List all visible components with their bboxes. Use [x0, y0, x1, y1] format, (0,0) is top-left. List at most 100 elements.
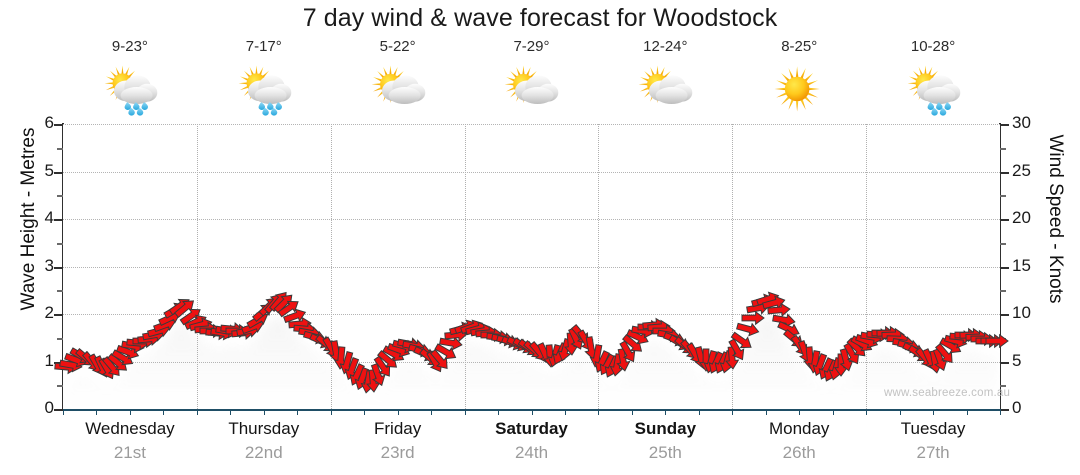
baseline-tick: [129, 409, 131, 415]
day-date: 21st: [113, 443, 146, 462]
day-date: 25th: [648, 443, 682, 462]
axis-minor-tick: [1000, 147, 1006, 150]
baseline-tick: [163, 409, 165, 415]
axis-tick: [1000, 124, 1009, 126]
right-axis-tick-label: 10: [1012, 303, 1031, 322]
right-axis-tick-label: 0: [1012, 398, 1022, 417]
axis-tick: [54, 266, 63, 269]
day-name: Saturday: [495, 419, 568, 438]
plot-area: [53, 124, 1010, 409]
axis-tick: [1000, 266, 1009, 269]
axis-tick: [1000, 409, 1009, 411]
day-name: Friday: [374, 419, 422, 438]
axis-minor-tick: [1000, 242, 1006, 245]
baseline-tick: [966, 409, 968, 415]
sun-icon: [767, 58, 831, 118]
axis-tick: [54, 219, 63, 221]
baseline-tick: [598, 409, 600, 415]
baseline-tick: [698, 409, 700, 415]
day-footer-tuesday: Tuesday 27th: [866, 419, 1000, 469]
day-footer-monday: Monday 26th: [732, 419, 866, 469]
baseline-tick: [564, 409, 566, 415]
sun-cloud-icon: [499, 58, 563, 118]
watermark: www.seabreeze.com.au: [884, 387, 1011, 399]
axis-minor-tick: [57, 242, 63, 245]
axis-tick: [54, 124, 63, 126]
axis-minor-tick: [57, 195, 63, 198]
left-axis-tick-label: 2: [44, 303, 54, 322]
temperature-range: 12-24°: [643, 38, 688, 55]
day-date: 27th: [916, 443, 950, 462]
baseline-tick: [866, 409, 868, 415]
day-name: Tuesday: [900, 419, 966, 438]
day-date: 22nd: [244, 443, 283, 462]
axis-tick: [54, 361, 63, 364]
left-axis-tick-label: 1: [44, 350, 54, 370]
baseline-tick: [765, 409, 767, 415]
day-date: 24th: [514, 443, 549, 462]
axis-tick: [54, 171, 63, 174]
left-axis-tick-label: 6: [44, 113, 54, 132]
axis-tick: [54, 314, 63, 316]
temperature-range: 7-29°: [513, 38, 550, 55]
baseline-tick: [297, 409, 299, 415]
baseline-tick: [263, 409, 265, 415]
baseline-tick: [899, 409, 901, 415]
right-axis-tick-label: 5: [1012, 350, 1022, 370]
temperature-range: 5-22°: [379, 38, 416, 55]
baseline-tick: [1000, 409, 1001, 415]
left-axis-tick-label: 0: [44, 398, 54, 417]
baseline-tick: [464, 409, 466, 415]
axis-minor-tick: [57, 290, 63, 293]
right-axis-tick-label: 15: [1012, 255, 1031, 275]
day-header-sunday: 12-24°: [598, 38, 732, 124]
day-header-wednesday: 9-23°: [63, 38, 197, 124]
baseline-tick: [531, 409, 533, 415]
baseline-tick: [196, 409, 198, 415]
sun-cloud-icon: [633, 58, 697, 118]
axis-tick: [54, 409, 63, 411]
baseline-tick: [799, 409, 801, 415]
axis-minor-tick: [1000, 385, 1006, 388]
baseline-tick: [96, 409, 98, 415]
sun-cloud-icon: [366, 58, 430, 118]
sun-cloud-rain-icon: [901, 58, 965, 118]
right-axis-tick-label: 20: [1012, 208, 1031, 227]
day-header-saturday: 7-29°: [465, 38, 599, 124]
day-header-monday: 8-25°: [732, 38, 866, 124]
left-axis-tick-label: 5: [44, 160, 54, 180]
axis-minor-tick: [57, 337, 63, 340]
temperature-range: 8-25°: [781, 38, 818, 55]
sun-cloud-rain-icon: [232, 58, 296, 118]
axis-tick: [1000, 219, 1009, 221]
axis-tick: [1000, 361, 1009, 364]
temperature-range: 7-17°: [245, 38, 282, 55]
day-date: 26th: [782, 443, 816, 462]
day-header-tuesday: 10-28°: [866, 38, 1000, 124]
baseline-tick: [63, 409, 64, 415]
axis-minor-tick: [57, 147, 63, 150]
temperature-range: 9-23°: [111, 38, 148, 55]
day-footer-thursday: Thursday 22nd: [197, 419, 331, 469]
day-header-thursday: 7-17°: [197, 38, 331, 124]
baseline-tick: [230, 409, 232, 415]
day-date: 23rd: [380, 443, 415, 462]
baseline-tick: [431, 409, 433, 415]
left-axis-tick-label: 4: [44, 208, 54, 227]
baseline-tick: [330, 409, 332, 415]
baseline-tick: [732, 409, 734, 415]
day-footer-friday: Friday 23rd: [331, 419, 465, 469]
right-axis-tick-label: 30: [1012, 113, 1031, 132]
axis-minor-tick: [1000, 290, 1006, 293]
page-title: 7 day wind & wave forecast for Woodstock: [302, 4, 778, 32]
day-name: Thursday: [228, 419, 300, 438]
axis-minor-tick: [1000, 195, 1006, 198]
baseline-tick: [498, 409, 500, 415]
day-name: Wednesday: [85, 419, 175, 438]
baseline-tick: [364, 409, 366, 415]
temperature-range: 10-28°: [910, 38, 956, 55]
baseline-tick: [832, 409, 834, 415]
day-footer-wednesday: Wednesday 21st: [63, 419, 197, 469]
sun-cloud-rain-icon: [98, 58, 162, 118]
